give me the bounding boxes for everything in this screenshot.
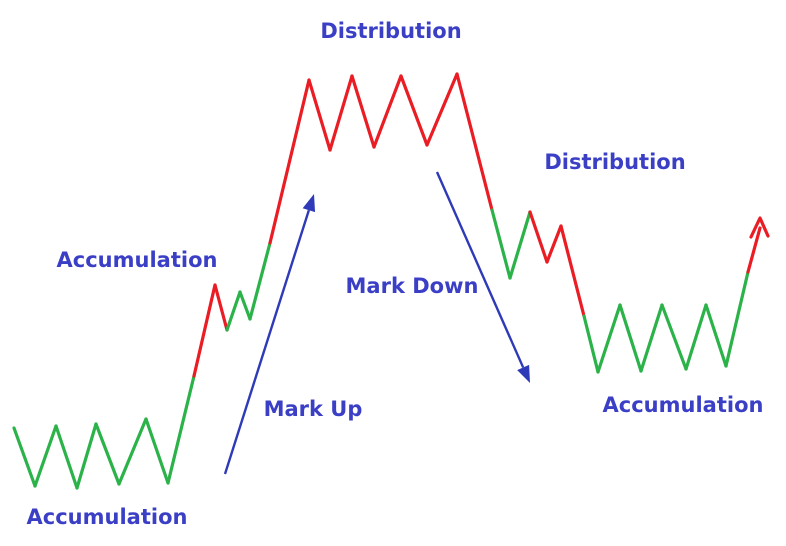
- label-distribution-top: Distribution: [320, 19, 461, 43]
- price-segment-up: [94, 422, 121, 486]
- price-path: [12, 72, 770, 490]
- price-segment-up: [684, 303, 708, 371]
- price-segment-up: [248, 241, 272, 321]
- price-segment-down: [559, 224, 586, 318]
- price-segment-down: [746, 226, 762, 274]
- label-distribution-mid: Distribution: [544, 150, 685, 174]
- mark-up-arrow: [223, 194, 316, 475]
- price-segment-up: [639, 303, 664, 373]
- mark-down-arrow-shaft: [435, 171, 525, 368]
- price-segment-up: [238, 290, 252, 321]
- price-arrowhead: [749, 216, 770, 239]
- price-segment-down: [192, 283, 217, 378]
- price-segment-up: [596, 303, 622, 374]
- price-segment-up: [33, 424, 58, 488]
- price-segment-up: [117, 417, 148, 486]
- price-segment-down: [328, 74, 354, 152]
- label-mark-up: Mark Up: [264, 397, 363, 421]
- price-segment-up: [144, 417, 170, 485]
- label-accumulation-right: Accumulation: [603, 393, 764, 417]
- price-segment-up: [582, 314, 600, 374]
- trend-arrows: [223, 171, 530, 475]
- label-accumulation-bottom: Accumulation: [27, 505, 188, 529]
- price-segment-down: [399, 74, 429, 147]
- price-segment-up: [660, 303, 688, 371]
- price-segment-down: [213, 283, 229, 332]
- mark-down-arrow-head: [517, 364, 530, 383]
- phase-labels: Accumulation Accumulation Mark Up Distri…: [27, 19, 764, 529]
- price-segment-down: [455, 72, 494, 212]
- price-segment-down: [268, 78, 311, 245]
- price-segment-up: [704, 303, 728, 368]
- label-mark-down: Mark Down: [346, 274, 479, 298]
- price-segment-down: [307, 78, 332, 152]
- mark-down-arrow: [435, 171, 530, 383]
- price-segment-down: [545, 224, 563, 264]
- price-segment-up: [75, 422, 98, 490]
- price-segment-up: [724, 270, 750, 368]
- price-segment-up: [12, 426, 37, 488]
- price-segment-up: [54, 424, 79, 490]
- price-segment-up: [166, 374, 196, 485]
- price-segment-down: [372, 74, 403, 149]
- price-segment-up: [490, 208, 512, 280]
- mark-up-arrow-shaft: [223, 209, 310, 475]
- price-segment-down: [425, 72, 459, 147]
- price-segment-up: [508, 210, 532, 280]
- price-segment-down: [528, 210, 549, 264]
- label-accumulation-mid: Accumulation: [57, 248, 218, 272]
- price-segment-up: [618, 303, 643, 373]
- price-segment-down: [350, 74, 376, 149]
- mark-up-arrow-head: [302, 194, 316, 213]
- price-segment-up: [225, 290, 242, 332]
